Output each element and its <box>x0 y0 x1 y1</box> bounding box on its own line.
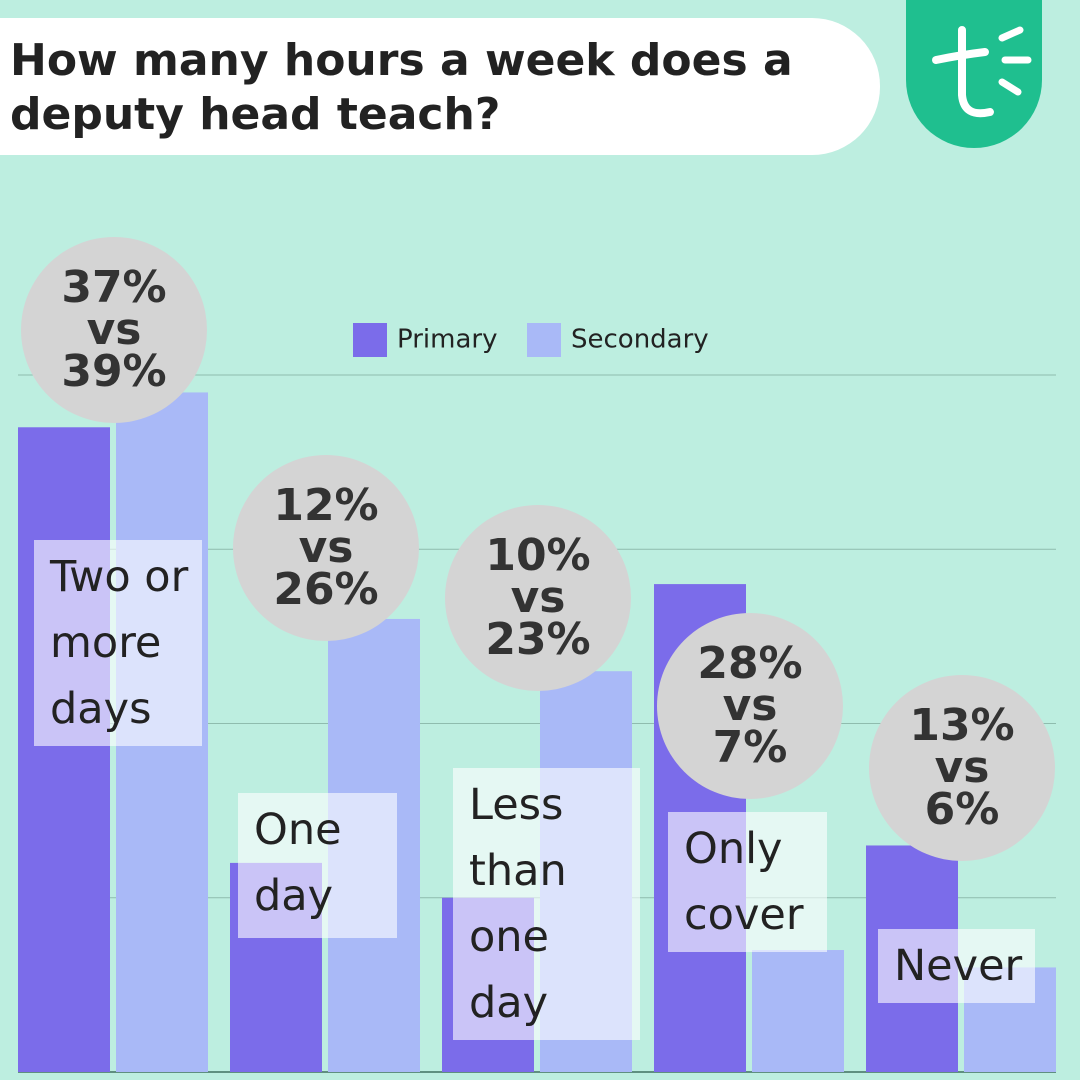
category-label: Never <box>878 929 1035 1003</box>
value-separator: vs <box>299 522 354 573</box>
value-label: 28% <box>697 638 802 689</box>
value-label: 37% <box>61 262 166 313</box>
label-bubble <box>445 505 631 691</box>
label-bubble <box>233 455 419 641</box>
label-bubble <box>657 613 843 799</box>
value-separator: vs <box>87 304 142 355</box>
legend-label: Primary <box>397 325 497 355</box>
legend-swatch <box>353 323 387 357</box>
label-bubble <box>21 237 207 423</box>
bar <box>18 427 110 1072</box>
value-label: 12% <box>273 480 378 531</box>
value-separator: vs <box>935 742 990 793</box>
legend-swatch <box>527 323 561 357</box>
logo-glyph <box>932 26 994 118</box>
value-label: 6% <box>925 784 1000 835</box>
value-label: 23% <box>485 614 590 665</box>
bar <box>752 950 844 1072</box>
value-label: 13% <box>909 700 1014 751</box>
legend-label: Secondary <box>571 325 709 355</box>
category-label: Only cover <box>668 812 827 952</box>
chart-title: How many hours a week does a deputy head… <box>0 18 880 155</box>
value-label: 26% <box>273 564 378 615</box>
value-label: 10% <box>485 530 590 581</box>
value-label: 7% <box>713 722 788 773</box>
logo <box>906 0 1042 148</box>
category-label: Two or more days <box>34 540 202 746</box>
category-label: One day <box>238 793 397 938</box>
value-label: 39% <box>61 346 166 397</box>
category-label: Less than one day <box>453 768 640 1040</box>
value-separator: vs <box>511 572 566 623</box>
logo-rays <box>998 26 1032 96</box>
value-separator: vs <box>723 680 778 731</box>
label-bubble <box>869 675 1055 861</box>
